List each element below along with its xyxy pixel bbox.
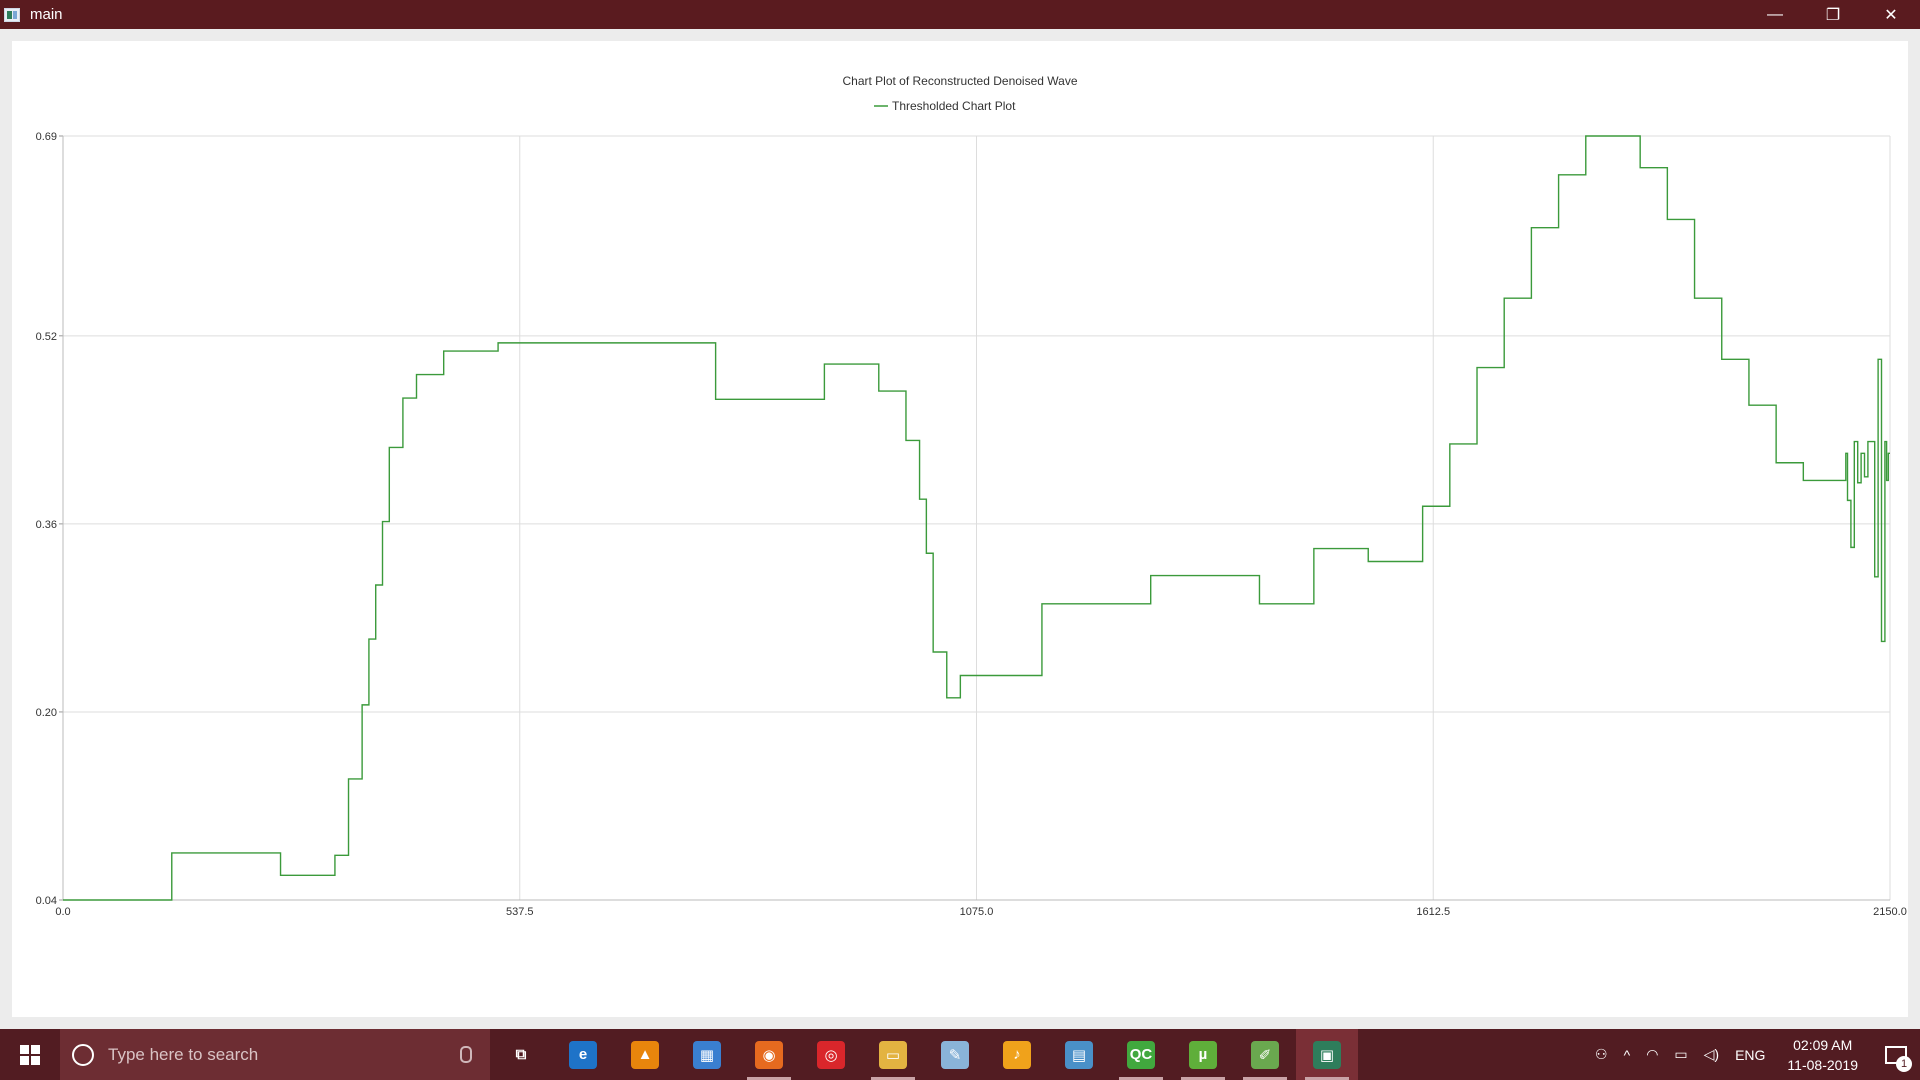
running-indicator — [1119, 1077, 1163, 1080]
taskbar-app-firefox[interactable]: ◉ — [738, 1029, 800, 1080]
system-tray: ⚇ ^ ◠ ▭ ◁) ENG 02:09 AM 11-08-2019 1 — [1587, 1029, 1920, 1080]
running-indicator — [871, 1077, 915, 1080]
taskbar-app-main-app[interactable]: ▣ — [1296, 1029, 1358, 1080]
search-placeholder: Type here to search — [108, 1044, 259, 1064]
chart-series — [63, 135, 1890, 901]
task-view-icon: ⧉ — [515, 1046, 527, 1063]
taskbar-app-control-panel[interactable]: ▤ — [1048, 1029, 1110, 1080]
minimize-button[interactable]: — — [1767, 5, 1783, 23]
microphone-icon[interactable] — [460, 1046, 472, 1063]
edge-icon: e — [569, 1040, 597, 1069]
close-button[interactable]: ✕ — [1884, 6, 1898, 24]
restore-button[interactable]: ❐ — [1825, 6, 1841, 24]
window-title: main — [30, 6, 63, 23]
y-tick-label: 0.69 — [36, 131, 57, 143]
window-controls: — ❐ ✕ — [1746, 0, 1920, 29]
chart-grid — [59, 135, 1891, 901]
volume-icon[interactable]: ◁) — [1703, 1046, 1720, 1062]
x-tick-label: 1075.0 — [960, 906, 994, 918]
windows-logo-icon — [20, 1044, 40, 1065]
paint-icon: ✎ — [941, 1040, 969, 1069]
taskbar-app-task-view[interactable]: ⧉ — [490, 1029, 552, 1080]
battery-icon[interactable]: ▭ — [1674, 1046, 1688, 1062]
cortana-icon — [72, 1043, 94, 1066]
clock-time: 02:09 AM — [1793, 1036, 1853, 1053]
taskbar-app-paint[interactable]: ✎ — [924, 1029, 986, 1080]
clock[interactable]: 02:09 AM 11-08-2019 — [1773, 1035, 1872, 1075]
taskbar-app-notepad[interactable]: ✐ — [1234, 1029, 1296, 1080]
notification-center-button[interactable]: 1 — [1872, 1029, 1920, 1080]
taskbar-apps: ⧉ e ▲ ▦ ◉ ◎ ▭ ✎ ♪ ▤ QC µ ✐ ▣ — [490, 1029, 1358, 1080]
taskbar-app-vlc[interactable]: ▲ — [614, 1029, 676, 1080]
fl-studio-icon: ♪ — [1003, 1040, 1031, 1069]
taskbar-app-edge[interactable]: e — [552, 1029, 614, 1080]
x-tick-label: 2150.0 — [1873, 906, 1907, 918]
running-indicator — [1305, 1077, 1349, 1080]
legend-label: Thresholded Chart Plot — [892, 99, 1016, 113]
taskbar-app-music-player[interactable]: ◎ — [800, 1029, 862, 1080]
x-tick-label: 0.0 — [55, 906, 70, 918]
taskbar: Type here to search ⧉ e ▲ ▦ ◉ ◎ ▭ ✎ ♪ ▤ QC µ ✐ ▣ ⚇ ^ … — [0, 1029, 1920, 1080]
main-app-icon: ▣ — [1313, 1040, 1341, 1069]
chevron-up-icon[interactable]: ^ — [1623, 1046, 1631, 1063]
y-tick-label: 0.04 — [36, 895, 57, 907]
x-tick-label: 1612.5 — [1416, 906, 1450, 918]
running-indicator — [1181, 1077, 1225, 1080]
y-tick-label: 0.36 — [36, 519, 57, 531]
music-player-icon: ◎ — [817, 1040, 845, 1069]
taskbar-app-qt-creator[interactable]: QC — [1110, 1029, 1172, 1080]
window-client-area: 0.0 537.5 1075.0 1612.5 2150.0 0.69 0.52 0.36 0.… — [0, 29, 1920, 1029]
chart-svg: 0.0 537.5 1075.0 1612.5 2150.0 0.69 0.52 0.36 0.… — [36, 74, 1907, 918]
notification-count: 1 — [1896, 1056, 1912, 1072]
file-explorer-icon: ▭ — [879, 1040, 907, 1069]
vlc-icon: ▲ — [631, 1040, 659, 1069]
chart-tick-labels: 0.0 537.5 1075.0 1612.5 2150.0 0.69 0.52 0.36 0.… — [36, 131, 1907, 918]
wifi-icon[interactable]: ◠ — [1646, 1046, 1659, 1062]
people-icon[interactable]: ⚇ — [1595, 1046, 1608, 1062]
clock-date: 11-08-2019 — [1787, 1056, 1858, 1073]
series-line — [63, 135, 1890, 901]
taskbar-search[interactable]: Type here to search — [60, 1029, 490, 1080]
app-icon — [4, 7, 20, 22]
firefox-icon: ◉ — [755, 1040, 783, 1069]
store-icon: ▦ — [693, 1040, 721, 1069]
y-tick-label: 0.20 — [36, 707, 57, 719]
taskbar-app-fl-studio[interactable]: ♪ — [986, 1029, 1048, 1080]
notepad-icon: ✐ — [1251, 1040, 1279, 1069]
y-tick-label: 0.52 — [36, 331, 57, 343]
window-titlebar[interactable]: main — ❐ ✕ — [0, 0, 1920, 29]
x-tick-label: 537.5 — [506, 906, 534, 918]
qt-creator-icon: QC — [1127, 1040, 1155, 1069]
chart-title: Chart Plot of Reconstructed Denoised Wav… — [842, 74, 1077, 88]
running-indicator — [747, 1077, 791, 1080]
chart-panel: 0.0 537.5 1075.0 1612.5 2150.0 0.69 0.52 0.36 0.… — [12, 41, 1908, 1017]
taskbar-app-store[interactable]: ▦ — [676, 1029, 738, 1080]
start-button[interactable] — [0, 1029, 60, 1080]
control-panel-icon: ▤ — [1065, 1040, 1093, 1069]
running-indicator — [1243, 1077, 1287, 1080]
taskbar-app-utorrent[interactable]: µ — [1172, 1029, 1234, 1080]
utorrent-icon: µ — [1189, 1040, 1217, 1069]
language-indicator[interactable]: ENG — [1735, 1046, 1766, 1063]
taskbar-app-file-explorer[interactable]: ▭ — [862, 1029, 924, 1080]
